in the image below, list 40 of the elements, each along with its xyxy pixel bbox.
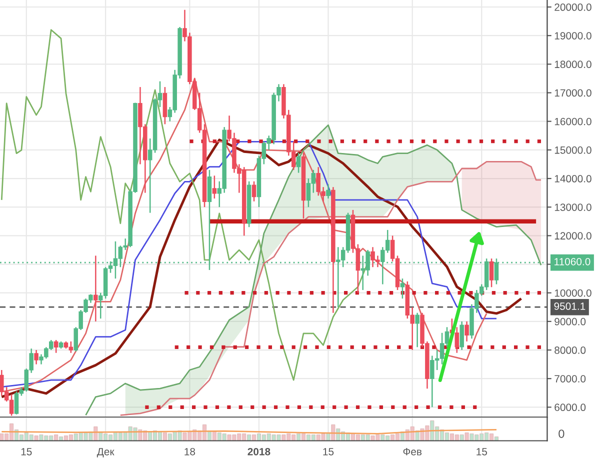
y-tick-label: 6000.0: [554, 404, 586, 412]
x-tick-label: Дек: [96, 448, 114, 458]
x-tick-label: 15: [21, 448, 32, 456]
y-tick-label: 8000.0: [554, 346, 586, 354]
candlestick: [252, 180, 256, 202]
candlestick: [94, 255, 98, 322]
y-tick-label: 19000.0: [554, 32, 592, 40]
line-series: [120, 160, 542, 416]
candlestick: [400, 278, 405, 300]
x-tick-label: 15: [323, 448, 334, 456]
x-tick-label: 18: [184, 448, 196, 456]
candlestick: [54, 339, 58, 354]
candlestick: [460, 320, 464, 351]
y-tick-label: 13000.0: [554, 204, 592, 211]
candlestick: [296, 152, 301, 174]
y-tick-label: 14000.0: [554, 175, 592, 182]
y-tick-label: 20000.0: [554, 4, 592, 11]
y-tick-label: 18000.0: [554, 60, 592, 68]
ref-line-label: 11060.0: [554, 258, 590, 266]
line-series: [85, 124, 542, 416]
candlestick: [464, 320, 469, 342]
x-tick-label: 15: [476, 448, 487, 456]
ref-line-label: 9501.1: [554, 302, 586, 310]
candlestick: [34, 349, 38, 365]
candlestick: [212, 175, 217, 200]
y-tick-label: 12000.0: [554, 232, 592, 240]
x-tick-label: Фев: [403, 448, 422, 456]
candlestick: [326, 184, 330, 200]
y-tick-label: 17000.0: [554, 89, 592, 97]
text: 0: [558, 430, 564, 438]
y-tick-label: 16000.0: [554, 118, 592, 126]
y-tick-label: 9000.0: [554, 318, 586, 326]
candlestick: [415, 312, 420, 348]
y-tick-label: 10000.0: [554, 289, 592, 297]
candlestick: [454, 326, 460, 354]
candlestick: [489, 258, 494, 288]
candlestick: [162, 86, 168, 125]
y-tick-label: 15000.0: [554, 146, 592, 154]
x-tick-label: 2018: [248, 448, 270, 456]
y-tick-label: 7000.0: [554, 375, 586, 382]
